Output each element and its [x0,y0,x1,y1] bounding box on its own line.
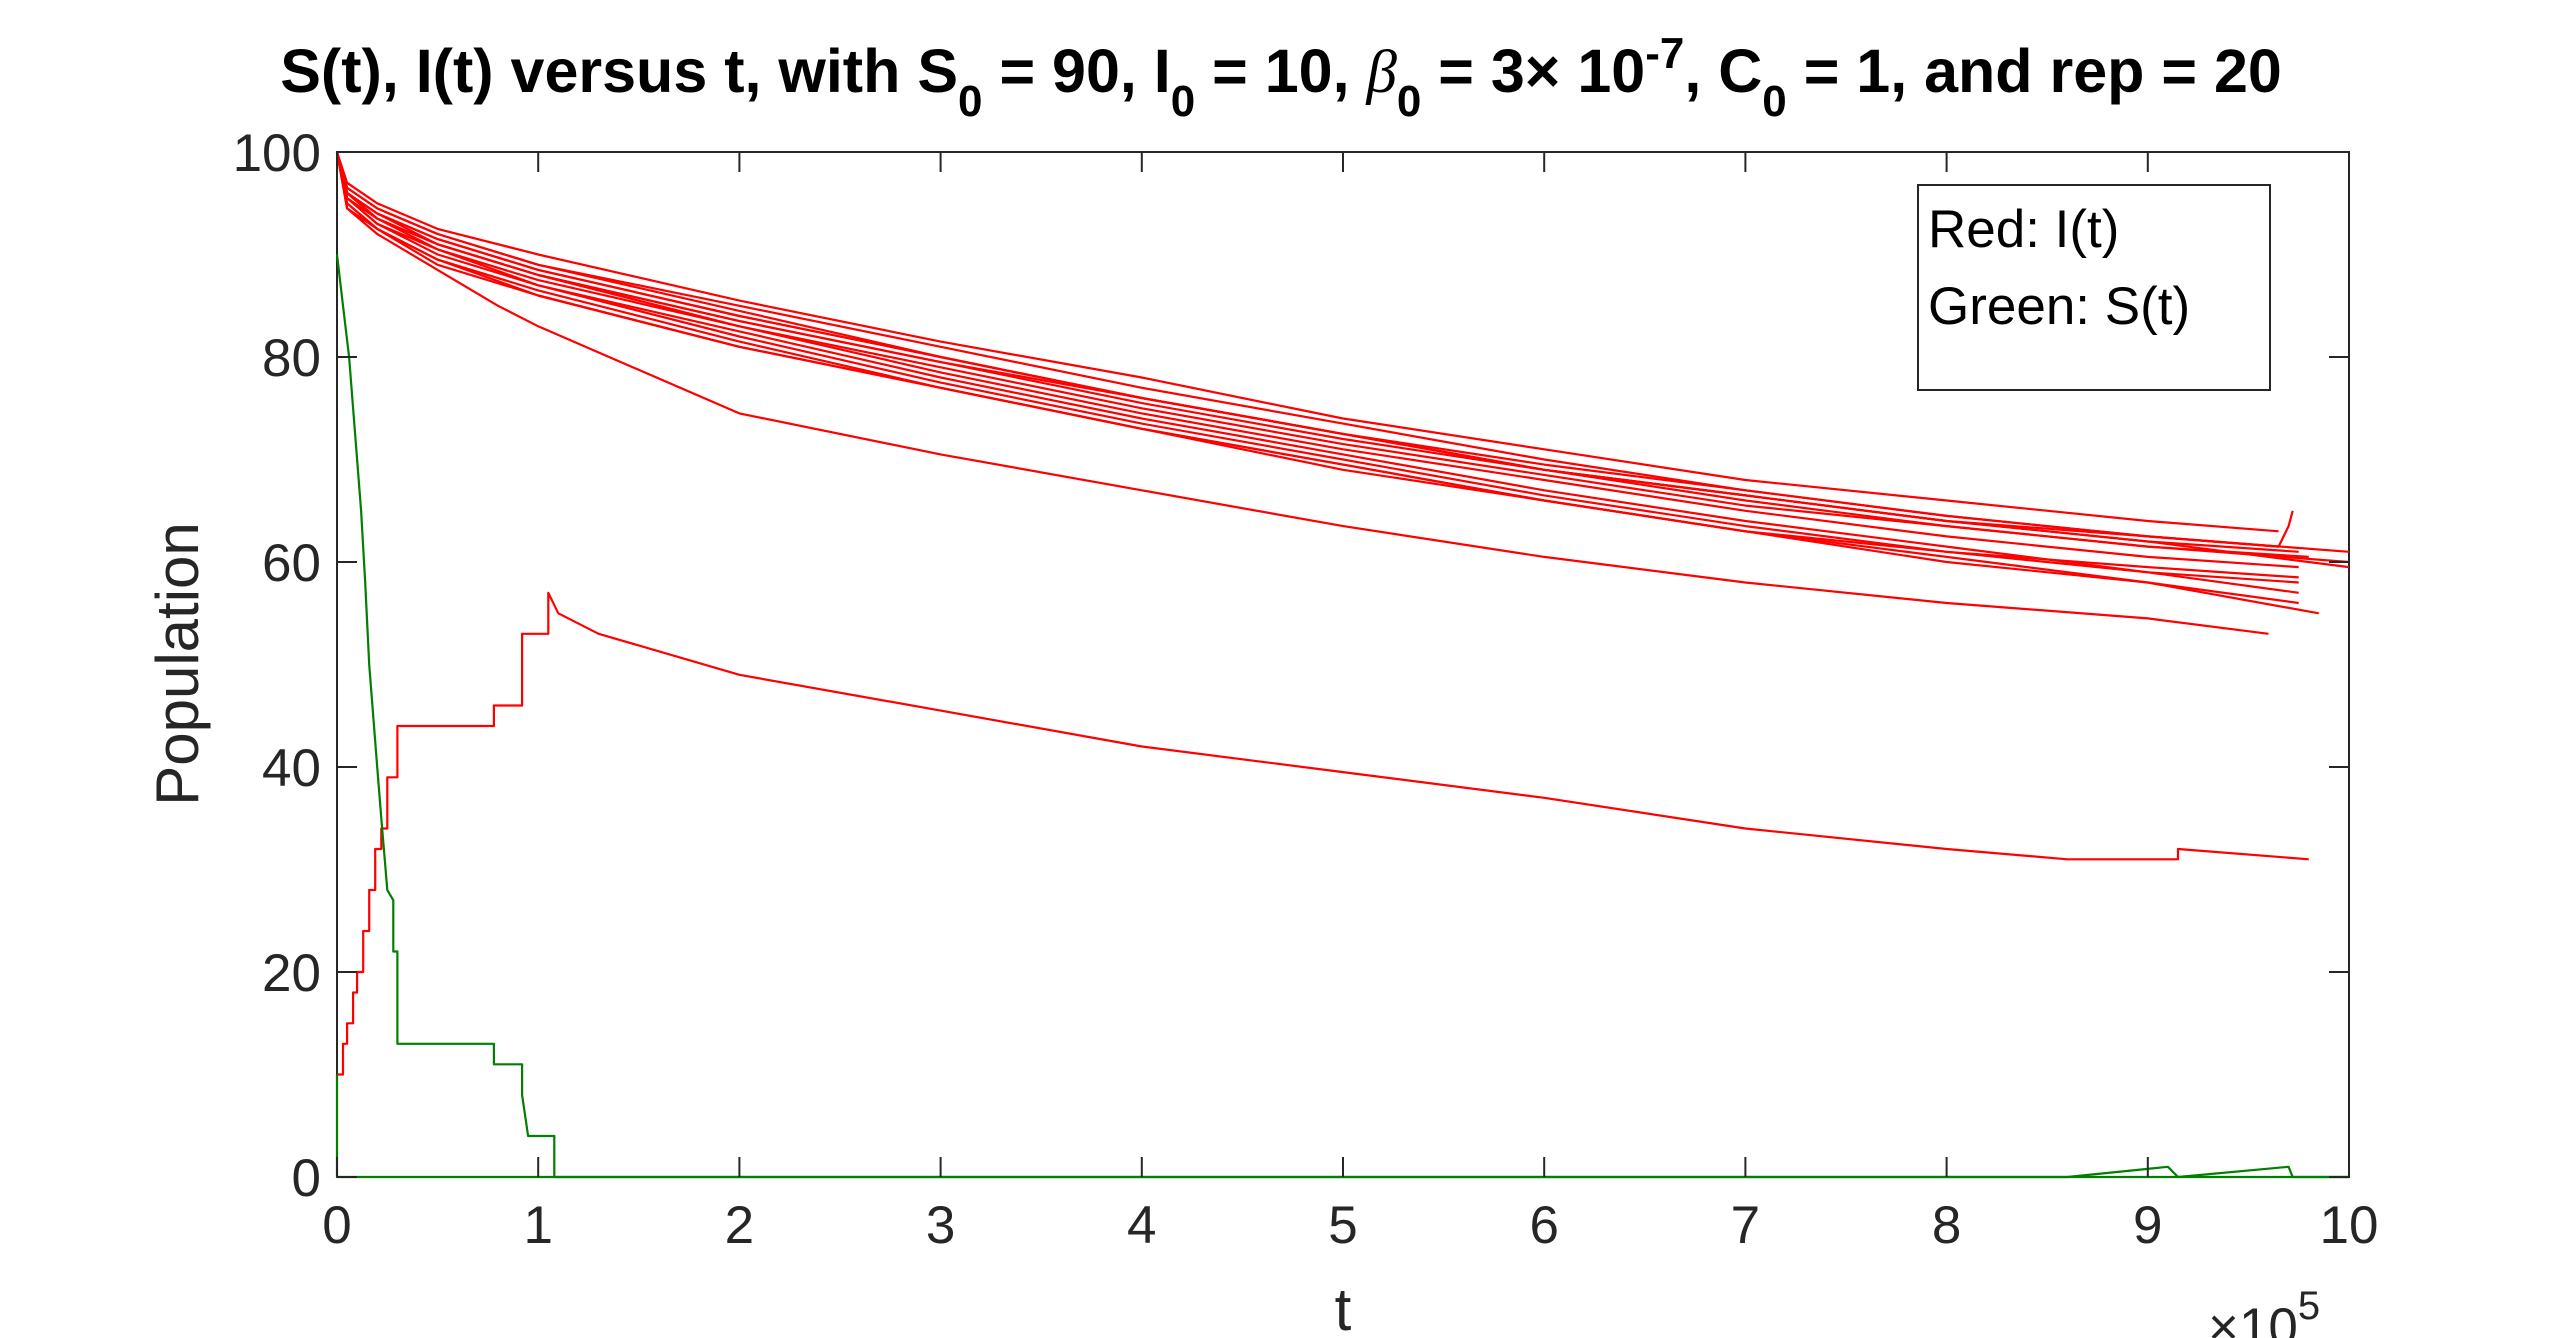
x-tick-label: 3 [926,1196,955,1255]
y-axis-label: Population [144,522,211,806]
infected-line-14 [335,151,2299,579]
x-tick-label: 4 [1127,1196,1156,1255]
x-tick-label: 1 [523,1196,552,1255]
x-tick-label: 9 [2133,1196,2162,1255]
x-axis-label: t [1335,1276,1352,1338]
legend-entry-susceptible: Green: S(t) [1928,277,2190,336]
y-tick-label: 40 [262,739,321,798]
legend: Red: I(t) Green: S(t) [1917,184,2271,391]
x-tick-label: 8 [1932,1196,1961,1255]
y-tick-label: 20 [262,944,321,1003]
infected-line-8 [335,151,2299,569]
x-axis-multiplier: ×105 [2208,1284,2320,1338]
y-tick-label: 80 [262,329,321,388]
x-tick-label: 7 [1731,1196,1760,1255]
x-tick-label: 2 [725,1196,754,1255]
legend-box [1917,184,2271,391]
x-tick-label: 0 [322,1196,351,1255]
x-tick-label: 6 [1529,1196,1558,1255]
y-tick-label: 0 [292,1149,321,1208]
y-tick-label: 100 [233,124,321,183]
y-tick-label: 60 [262,534,321,593]
infected-line-0 [335,151,2279,533]
x-tick-label: 10 [2320,1196,2379,1255]
chart-title: S(t), I(t) versus t, with S0 = 90, I0 = … [280,29,2282,126]
infected-line-15 [337,591,2309,1076]
susceptible-line-16 [335,254,2349,1179]
legend-entry-infected: Red: I(t) [1928,200,2119,259]
infected-line-13 [335,151,2269,635]
x-tick-label: 5 [1328,1196,1357,1255]
infected-line-5 [335,151,2350,553]
